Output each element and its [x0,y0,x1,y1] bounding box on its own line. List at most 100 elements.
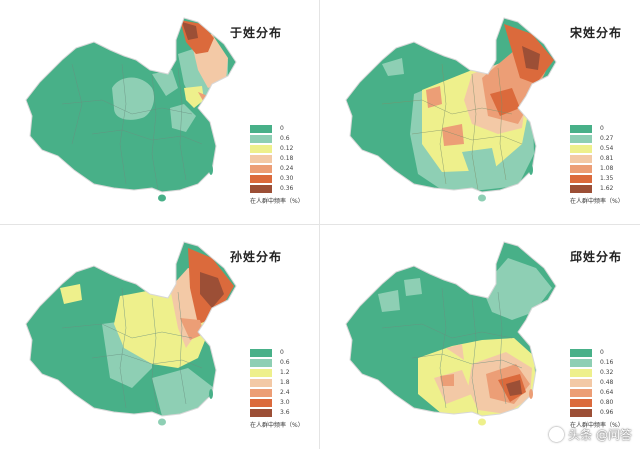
legend-value: 0.54 [600,145,614,152]
legend-row: 0.24 [250,164,293,174]
legend-row: 1.2 [250,368,290,378]
legend-value: 1.08 [600,165,614,172]
taiwan-island [209,389,213,399]
legend-row: 0 [250,124,293,134]
legend-swatch [570,165,592,173]
legend-value: 2.4 [280,389,290,396]
legend-swatch [570,145,592,153]
legend-value: 1.2 [280,369,290,376]
legend-swatch [570,369,592,377]
legend: 0 0.6 0.12 0.18 0.24 0.30 0.36 [250,124,293,194]
legend-row: 0.96 [570,408,613,418]
legend-row: 0.80 [570,398,613,408]
legend-swatch [250,185,272,193]
legend-row: 2.4 [250,388,290,398]
legend-swatch [250,409,272,417]
legend-swatch [570,359,592,367]
legend-swatch [250,125,272,133]
legend-row: 1.35 [570,174,613,184]
china-map-sun [25,241,237,426]
legend-row: 0.48 [570,378,613,388]
taiwan-island [209,165,213,175]
legend-row: 0.81 [570,154,613,164]
legend-swatch [250,349,272,357]
legend-value: 0 [280,349,284,356]
legend-swatch [570,175,592,183]
legend-row: 0.27 [570,134,613,144]
watermark-text: 头条 @问答 [568,428,632,442]
legend-row: 0 [570,124,613,134]
legend-swatch [570,125,592,133]
legend-value: 0.18 [280,155,294,162]
legend-value: 0.32 [600,369,614,376]
legend-swatch [250,175,272,183]
legend-row: 0.54 [570,144,613,154]
legend-value: 3.0 [280,399,290,406]
hainan-island [158,418,166,426]
legend-row: 0.12 [250,144,293,154]
legend-swatch [250,399,272,407]
legend-swatch [250,135,272,143]
legend: 0 0.16 0.32 0.48 0.64 0.80 0.96 [570,348,613,418]
legend-row: 0.6 [250,134,293,144]
legend-value: 0.27 [600,135,614,142]
legend-row: 0.6 [250,358,290,368]
legend-swatch [570,155,592,163]
legend-row: 0.30 [250,174,293,184]
legend-row: 1.62 [570,184,613,194]
legend-value: 0 [600,125,604,132]
legend-value: 0.6 [280,359,290,366]
taiwan-island [529,389,533,399]
legend-swatch [570,399,592,407]
legend-swatch [250,389,272,397]
legend-row: 3.6 [250,408,290,418]
legend-value: 3.6 [280,409,290,416]
legend-value: 0.48 [600,379,614,386]
legend-value: 0.30 [280,175,294,182]
legend: 0 0.6 1.2 1.8 2.4 3.0 3.6 [250,348,290,418]
china-map-song [345,17,557,202]
legend-value: 0 [280,125,284,132]
legend-row: 0.18 [250,154,293,164]
hainan-island [158,194,166,202]
panel-divider-horizontal [0,224,640,225]
hainan-island [478,418,486,426]
legend-value: 1.8 [280,379,290,386]
legend-swatch [570,349,592,357]
legend-swatch [250,165,272,173]
hainan-island [478,194,486,202]
toutiao-logo-icon [549,427,565,442]
legend-swatch [250,155,272,163]
legend-swatch [250,369,272,377]
legend-value: 0.12 [280,145,294,152]
legend-swatch [250,359,272,367]
legend-row: 0.16 [570,358,613,368]
legend-value: 0.96 [600,409,614,416]
legend-swatch [570,185,592,193]
map-panel-yu: 于姓分布 0 0.6 0.12 0.18 0.24 0.30 0.36 在人群中… [2,4,312,219]
legend-caption: 在人群中频率（%） [250,198,304,205]
legend-swatch [250,379,272,387]
map-title: 邱姓分布 [570,250,623,264]
legend-value: 1.35 [600,175,614,182]
legend-row: 0.32 [570,368,613,378]
legend-row: 0.64 [570,388,613,398]
legend-caption: 在人群中频率（%） [250,422,304,429]
legend-value: 0.24 [280,165,294,172]
legend-value: 0.81 [600,155,614,162]
legend-row: 0.36 [250,184,293,194]
legend-swatch [570,135,592,143]
map-panel-song: 宋姓分布 0 0.27 0.54 0.81 1.08 1.35 1.62 在人群… [322,4,632,219]
legend-swatch [570,409,592,417]
legend-value: 0 [600,349,604,356]
legend-swatch [570,379,592,387]
legend-value: 0.36 [280,185,294,192]
legend-value: 0.80 [600,399,614,406]
legend-row: 1.8 [250,378,290,388]
legend-swatch [570,389,592,397]
legend-row: 3.0 [250,398,290,408]
map-panel-qiu: 邱姓分布 0 0.16 0.32 0.48 0.64 0.80 0.96 在人群… [322,228,632,443]
legend-swatch [250,145,272,153]
legend-caption: 在人群中频率（%） [570,198,624,205]
watermark: 头条 @问答 [549,426,632,443]
